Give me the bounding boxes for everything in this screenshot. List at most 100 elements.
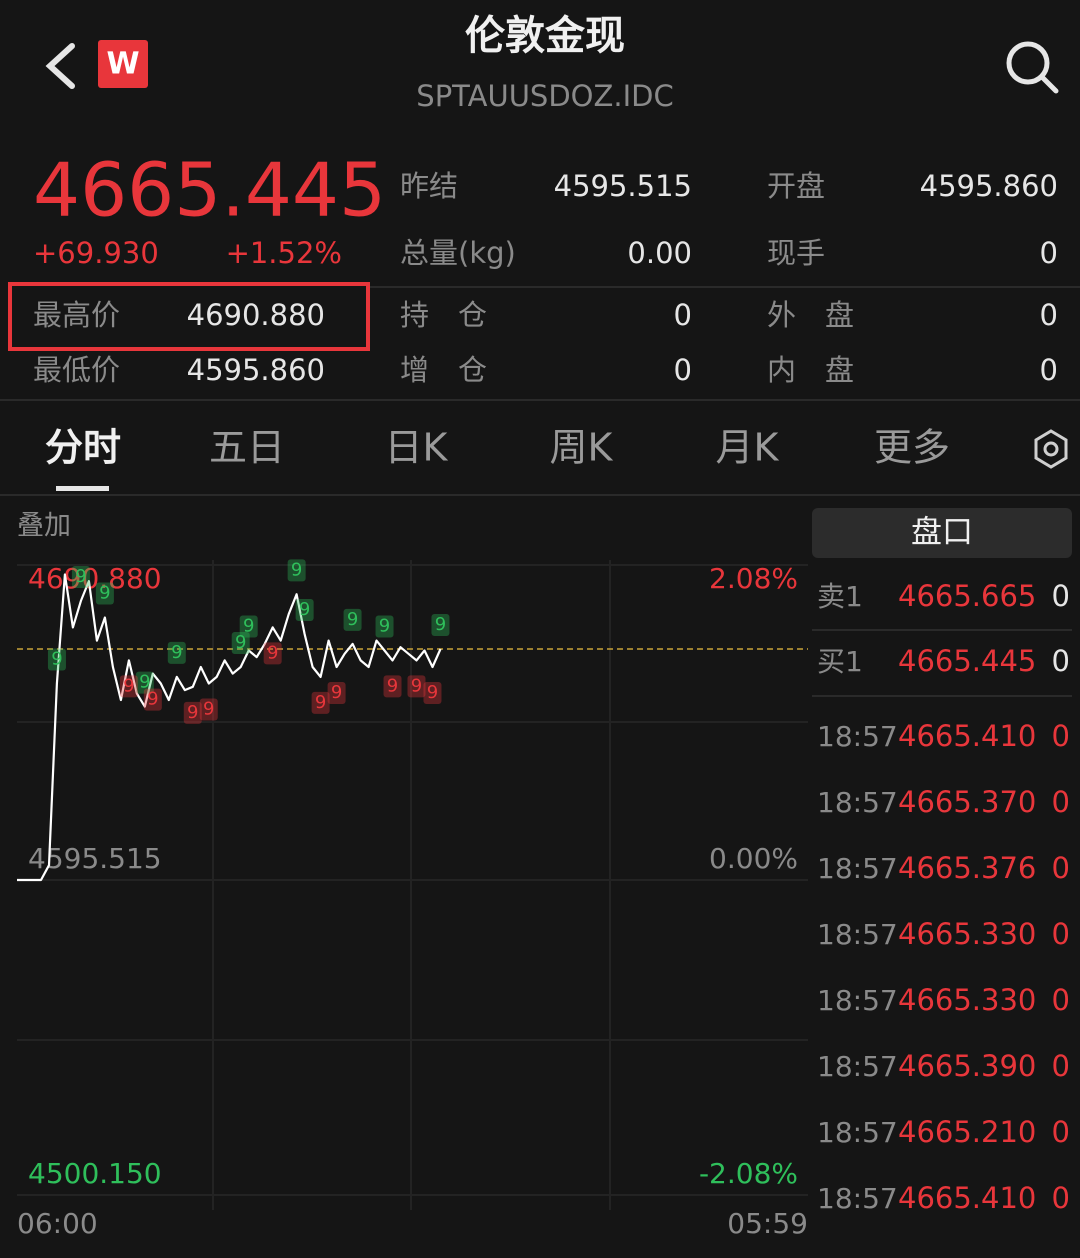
last-price: 4665.445 <box>33 148 386 234</box>
price-line <box>17 573 442 882</box>
signal-badge <box>119 675 138 698</box>
signal-badge <box>375 615 394 638</box>
tab[interactable]: 分时 <box>45 426 121 470</box>
signal-badge <box>95 582 114 605</box>
signal-badge <box>295 598 314 621</box>
trade-volume: 0 <box>1052 785 1070 819</box>
signal-label: 9 <box>235 632 246 653</box>
stat-value: 4690.880 <box>187 298 325 332</box>
trade-volume: 0 <box>1052 719 1070 753</box>
tab[interactable]: 月K <box>716 426 780 470</box>
tab[interactable]: 周K <box>550 426 614 470</box>
search-button[interactable] <box>1006 41 1059 94</box>
level-price: 4665.445 <box>898 644 1036 678</box>
tab[interactable]: 更多 <box>874 426 950 470</box>
y-tick-label: 4595.515 <box>28 842 162 875</box>
overlay-button[interactable]: 叠加 <box>17 511 71 542</box>
trade-price: 4665.376 <box>898 851 1036 885</box>
stat-value: 0 <box>674 353 692 387</box>
signal-badge <box>167 641 186 664</box>
signal-badge <box>343 608 362 631</box>
signal-badge <box>311 691 330 714</box>
level-label: 买1 <box>817 645 863 678</box>
stat-value: 0 <box>1040 236 1058 270</box>
trade-price: 4665.390 <box>898 1049 1036 1083</box>
signal-badge <box>423 681 442 704</box>
signal-badge <box>239 615 258 638</box>
signal-badge <box>231 631 250 654</box>
signal-label: 9 <box>267 642 278 663</box>
settings-button[interactable] <box>1034 429 1068 469</box>
trade-time: 18:57 <box>817 918 898 951</box>
signal-label: 9 <box>187 702 198 723</box>
trade-volume: 0 <box>1052 1181 1070 1215</box>
back-button[interactable] <box>45 43 75 89</box>
signal-badge <box>383 675 402 698</box>
signal-label: 9 <box>331 682 342 703</box>
title: 伦敦金现 <box>465 13 625 59</box>
y2-tick-label: -2.08% <box>699 1157 798 1190</box>
trade-price: 4665.370 <box>898 785 1036 819</box>
signal-label: 9 <box>435 614 446 635</box>
trade-time: 18:57 <box>817 852 898 885</box>
y-tick-label: 4500.150 <box>28 1157 162 1190</box>
signal-label: 9 <box>171 642 182 663</box>
signal-badge <box>407 675 426 698</box>
y-tick-label: 4690.880 <box>28 562 162 595</box>
price-change: +69.930 <box>33 236 159 270</box>
highlight-box <box>8 282 370 351</box>
trade-price: 4665.330 <box>898 983 1036 1017</box>
signal-label: 9 <box>347 609 358 630</box>
signal-label: 9 <box>147 689 158 710</box>
x-label: 06:00 <box>17 1207 98 1240</box>
trade-time: 18:57 <box>817 1182 898 1215</box>
stat-label: 持 仓 <box>400 298 487 332</box>
level-volume: 0 <box>1052 644 1070 678</box>
stat-label: 现手 <box>767 236 825 270</box>
trade-volume: 0 <box>1052 1049 1070 1083</box>
stat-label: 最低价 <box>33 353 120 387</box>
signal-badge <box>183 701 202 724</box>
y2-tick-label: 2.08% <box>709 562 798 595</box>
signal-label: 9 <box>123 675 134 696</box>
level-price: 4665.665 <box>898 579 1036 613</box>
trade-time: 18:57 <box>817 984 898 1017</box>
signal-label: 9 <box>291 559 302 580</box>
level-volume: 0 <box>1052 579 1070 613</box>
stat-value: 4595.860 <box>920 169 1058 203</box>
trade-volume: 0 <box>1052 851 1070 885</box>
trade-time: 18:57 <box>817 786 898 819</box>
orderbook-header <box>812 508 1072 558</box>
signal-label: 9 <box>315 692 326 713</box>
stat-value: 4595.515 <box>554 169 692 203</box>
tab[interactable]: 日K <box>385 426 449 470</box>
trade-time: 18:57 <box>817 720 898 753</box>
stat-label: 外 盘 <box>767 298 854 332</box>
signal-badge <box>47 648 66 671</box>
signal-badge <box>431 614 450 637</box>
logo-badge <box>98 40 148 88</box>
signal-badge <box>135 671 154 694</box>
signal-badge <box>71 565 90 588</box>
logo-text: W <box>106 47 139 82</box>
price-change-pct: +1.52% <box>226 236 342 270</box>
signal-label: 9 <box>411 675 422 696</box>
stat-label: 最高价 <box>33 298 120 332</box>
stat-label: 昨结 <box>400 169 458 203</box>
trade-price: 4665.410 <box>898 1181 1036 1215</box>
signal-label: 9 <box>75 566 86 587</box>
trade-price: 4665.330 <box>898 917 1036 951</box>
stat-value: 0 <box>674 298 692 332</box>
signal-label: 9 <box>139 672 150 693</box>
stat-value: 0 <box>1040 298 1058 332</box>
y2-tick-label: 0.00% <box>709 842 798 875</box>
signal-label: 9 <box>99 582 110 603</box>
trade-volume: 0 <box>1052 1115 1070 1149</box>
stat-label: 总量(kg) <box>400 236 516 270</box>
stat-label: 内 盘 <box>767 353 854 387</box>
stat-label: 开盘 <box>767 169 825 203</box>
trade-time: 18:57 <box>817 1116 898 1149</box>
tab[interactable]: 五日 <box>209 426 285 470</box>
stat-value: 0 <box>1040 353 1058 387</box>
